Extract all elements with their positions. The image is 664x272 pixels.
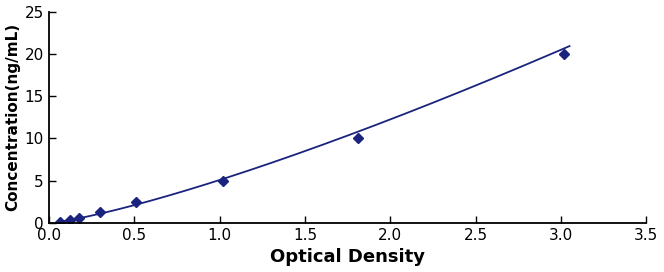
Y-axis label: Concentration(ng/mL): Concentration(ng/mL) [5, 23, 21, 211]
X-axis label: Optical Density: Optical Density [270, 248, 425, 267]
